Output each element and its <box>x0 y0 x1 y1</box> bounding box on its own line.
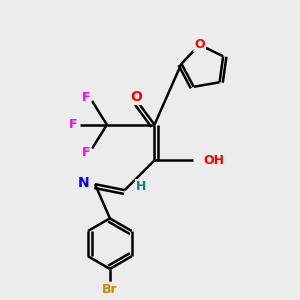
Text: F: F <box>82 146 90 159</box>
Text: F: F <box>68 118 77 131</box>
Text: OH: OH <box>203 154 224 167</box>
Text: N: N <box>77 176 89 190</box>
Text: O: O <box>131 90 142 104</box>
Text: O: O <box>194 38 205 51</box>
Text: H: H <box>136 180 146 193</box>
Text: Br: Br <box>102 283 118 296</box>
Text: F: F <box>82 91 90 104</box>
